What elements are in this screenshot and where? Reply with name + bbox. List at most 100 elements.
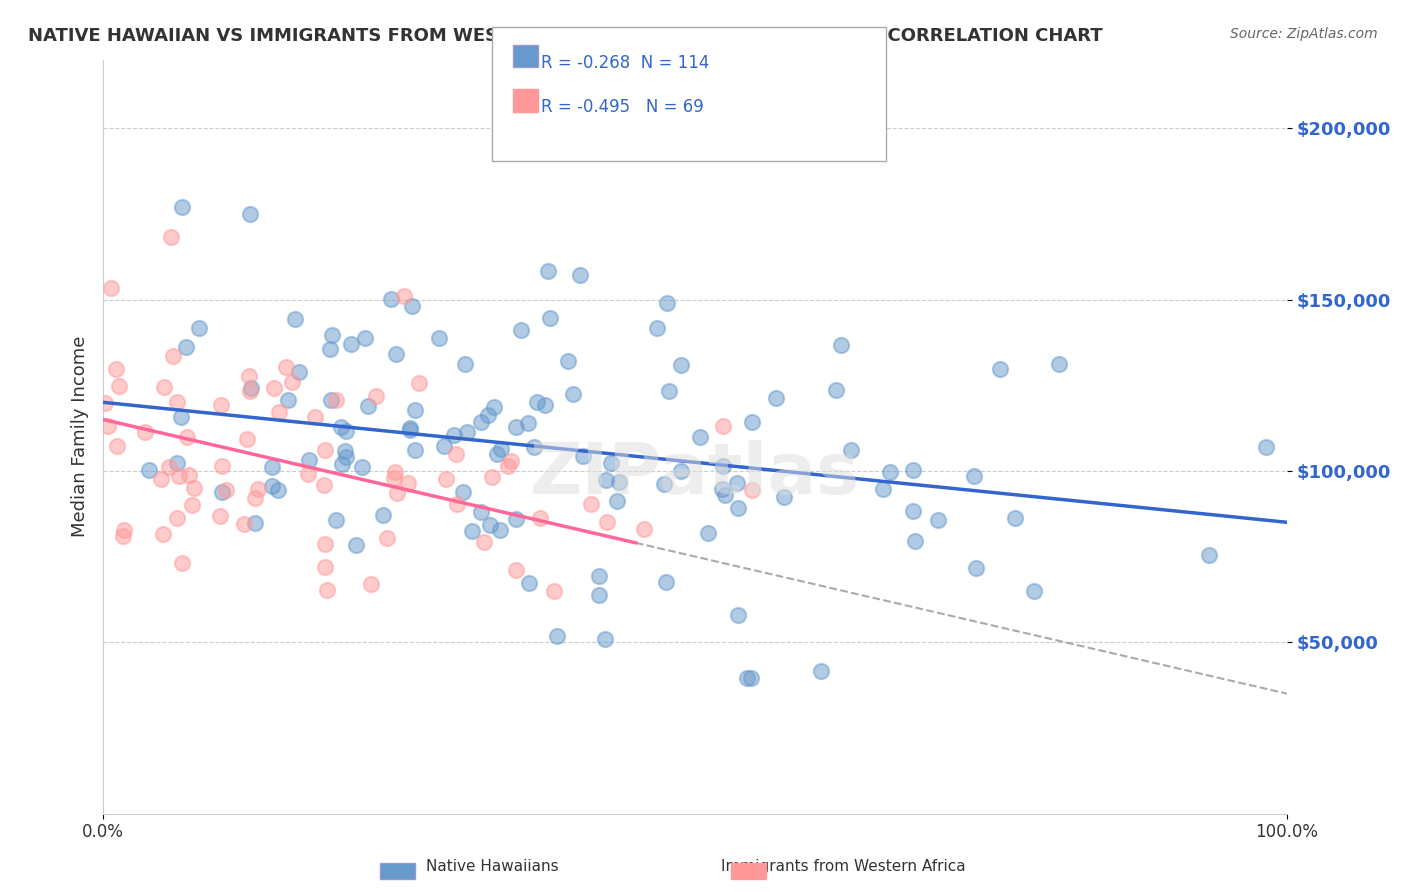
Point	[304, 410, 326, 425]
Point	[149, 472, 172, 486]
Point	[1047, 357, 1070, 371]
Point	[211, 484, 233, 499]
Point	[711, 458, 734, 473]
Point	[444, 447, 467, 461]
Point	[697, 526, 720, 541]
Point	[825, 383, 848, 397]
Point	[162, 349, 184, 363]
Point	[357, 399, 380, 413]
Point	[470, 505, 492, 519]
Point	[839, 442, 862, 457]
Point	[505, 512, 527, 526]
Point	[267, 405, 290, 419]
Point	[600, 456, 623, 470]
Point	[711, 482, 734, 496]
Point	[316, 582, 339, 597]
Point	[533, 398, 555, 412]
Point	[404, 442, 426, 457]
Point	[297, 467, 319, 481]
Point	[477, 408, 499, 422]
Point	[879, 465, 901, 479]
Point	[633, 522, 655, 536]
Point	[211, 458, 233, 473]
Point	[284, 311, 307, 326]
Point	[235, 433, 257, 447]
Point	[543, 584, 565, 599]
Point	[112, 523, 135, 537]
Point	[360, 576, 382, 591]
Point	[314, 443, 336, 458]
Point	[401, 299, 423, 313]
Point	[166, 511, 188, 525]
Point	[962, 469, 984, 483]
Point	[496, 459, 519, 474]
Point	[505, 420, 527, 434]
Point	[741, 415, 763, 429]
Text: NATIVE HAWAIIAN VS IMMIGRANTS FROM WESTERN AFRICA MEDIAN FAMILY INCOME CORRELATI: NATIVE HAWAIIAN VS IMMIGRANTS FROM WESTE…	[28, 27, 1102, 45]
Point	[335, 450, 357, 464]
Point	[427, 330, 450, 344]
Point	[557, 354, 579, 368]
Point	[364, 389, 387, 403]
Point	[371, 508, 394, 523]
Point	[260, 460, 283, 475]
Point	[333, 444, 356, 458]
Point	[325, 513, 347, 527]
Point	[263, 381, 285, 395]
Point	[108, 379, 131, 393]
Point	[647, 321, 669, 335]
Point	[562, 387, 585, 401]
Point	[329, 419, 352, 434]
Point	[652, 477, 675, 491]
Point	[153, 380, 176, 394]
Point	[321, 328, 343, 343]
Point	[1022, 583, 1045, 598]
Point	[830, 338, 852, 352]
Point	[988, 362, 1011, 376]
Point	[501, 454, 523, 468]
Point	[546, 629, 568, 643]
Point	[568, 268, 591, 283]
Point	[276, 360, 298, 375]
Point	[689, 430, 711, 444]
Point	[134, 425, 156, 440]
Point	[177, 468, 200, 483]
Point	[537, 264, 560, 278]
Point	[97, 419, 120, 434]
Point	[298, 453, 321, 467]
Point	[176, 430, 198, 444]
Point	[655, 575, 678, 590]
Point	[727, 501, 749, 516]
Point	[380, 292, 402, 306]
Point	[172, 556, 194, 570]
Point	[516, 416, 538, 430]
Point	[325, 393, 347, 408]
Point	[434, 472, 457, 486]
Point	[382, 470, 405, 484]
Point	[172, 200, 194, 214]
Point	[215, 483, 238, 498]
Point	[94, 396, 117, 410]
Point	[387, 486, 409, 500]
Point	[927, 513, 949, 527]
Point	[112, 529, 135, 543]
Point	[319, 392, 342, 407]
Point	[606, 494, 628, 508]
Point	[152, 527, 174, 541]
Point	[260, 478, 283, 492]
Point	[398, 475, 420, 490]
Point	[166, 456, 188, 470]
Point	[314, 537, 336, 551]
Point	[517, 575, 540, 590]
Point	[538, 310, 561, 325]
Point	[188, 321, 211, 335]
Point	[443, 428, 465, 442]
Point	[596, 516, 619, 530]
Point	[281, 375, 304, 389]
Point	[105, 439, 128, 453]
Text: Native Hawaiians: Native Hawaiians	[426, 859, 558, 874]
Point	[772, 491, 794, 505]
Point	[470, 415, 492, 429]
Point	[454, 357, 477, 371]
Point	[669, 464, 692, 478]
